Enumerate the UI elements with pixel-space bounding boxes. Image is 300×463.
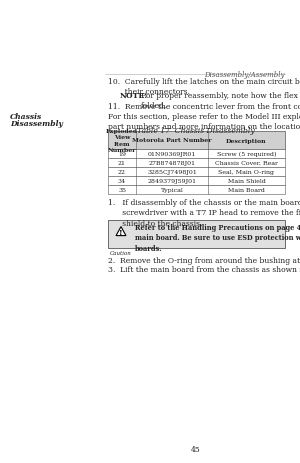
Text: Chassis: Chassis xyxy=(10,113,42,121)
FancyBboxPatch shape xyxy=(108,186,285,194)
Text: 01N90369JR01: 01N90369JR01 xyxy=(148,152,196,156)
Text: 35: 35 xyxy=(118,188,126,193)
Text: 3285CJ7498J01: 3285CJ7498J01 xyxy=(147,169,197,175)
Text: Caution: Caution xyxy=(110,250,132,256)
Text: 2.  Remove the O-ring from around the bushing at the antenna connector.: 2. Remove the O-ring from around the bus… xyxy=(108,257,300,264)
FancyBboxPatch shape xyxy=(108,131,285,150)
Text: For this section, please refer to the Model III exploded view and parts list on : For this section, please refer to the Mo… xyxy=(108,113,300,131)
Text: Table 17  Chassis Disassembly: Table 17 Chassis Disassembly xyxy=(137,127,255,135)
Text: !: ! xyxy=(119,229,123,237)
Text: Typical: Typical xyxy=(160,188,183,193)
Text: 27B874878J01: 27B874878J01 xyxy=(148,161,196,166)
Text: Disassembly/Assembly: Disassembly/Assembly xyxy=(205,71,285,79)
FancyBboxPatch shape xyxy=(108,176,285,186)
Text: Disassembly: Disassembly xyxy=(10,120,63,128)
Text: NOTE:: NOTE: xyxy=(120,92,148,100)
Text: 11.  Remove the concentric lever from the front cover assembly.: 11. Remove the concentric lever from the… xyxy=(108,103,300,111)
Text: Exploded
View
Item
Number: Exploded View Item Number xyxy=(106,129,138,152)
FancyBboxPatch shape xyxy=(108,150,285,159)
Text: Chassis Cover, Rear: Chassis Cover, Rear xyxy=(215,161,278,166)
Text: 3.  Lift the main board from the chassis as shown in Figure 32.: 3. Lift the main board from the chassis … xyxy=(108,265,300,274)
Text: For proper reassembly, note how the flex circuits are
folded.: For proper reassembly, note how the flex… xyxy=(141,92,300,110)
Text: Seal, Main O-ring: Seal, Main O-ring xyxy=(218,169,274,175)
Polygon shape xyxy=(116,227,126,236)
Text: 10.  Carefully lift the latches on the main circuit board to release the flexibl: 10. Carefully lift the latches on the ma… xyxy=(108,78,300,96)
Text: Description: Description xyxy=(226,138,267,143)
Text: Refer to the Handling Precautions on page 4 before removing the
main board. Be s: Refer to the Handling Precautions on pag… xyxy=(135,224,300,252)
Text: 22: 22 xyxy=(118,169,126,175)
Text: Main Shield: Main Shield xyxy=(228,179,266,184)
Text: 19: 19 xyxy=(118,152,126,156)
Text: 1.   If disassembly of the chassis or the main board is required, then use a TOR: 1. If disassembly of the chassis or the … xyxy=(108,199,300,227)
Text: 21: 21 xyxy=(118,161,126,166)
FancyBboxPatch shape xyxy=(108,220,285,249)
Text: Motorola Part Number: Motorola Part Number xyxy=(132,138,212,143)
FancyBboxPatch shape xyxy=(108,168,285,176)
Text: Main Board: Main Board xyxy=(228,188,265,193)
FancyBboxPatch shape xyxy=(108,159,285,168)
Text: Screw (5 required): Screw (5 required) xyxy=(217,151,276,157)
Text: 34: 34 xyxy=(118,179,126,184)
Text: 45: 45 xyxy=(191,445,201,453)
Text: 2849379J59J01: 2849379J59J01 xyxy=(147,179,197,184)
